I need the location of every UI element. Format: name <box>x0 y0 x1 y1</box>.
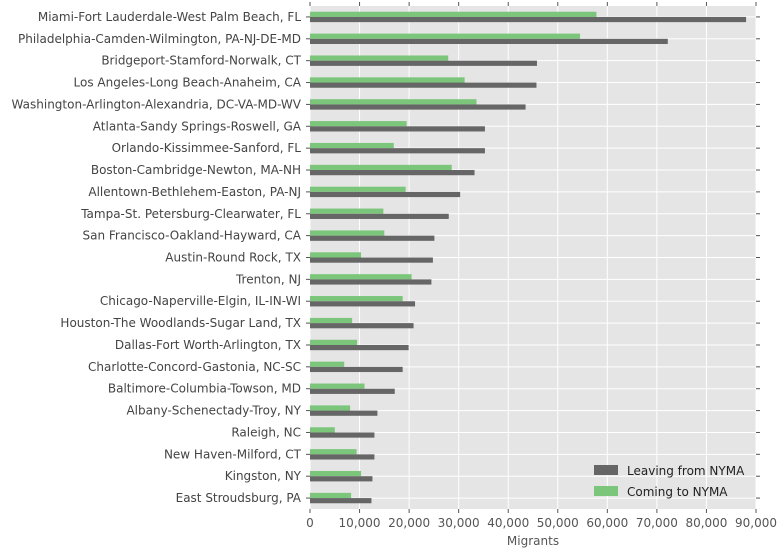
bar-leaving-from-nyma <box>310 170 475 176</box>
category-label: New Haven-Milford, CT <box>164 447 302 461</box>
bar-coming-to-nyma <box>310 317 353 324</box>
x-tick-label: 50,000 <box>537 516 579 530</box>
category-label: Bridgeport-Stamford-Norwalk, CT <box>101 54 301 68</box>
bar-leaving-from-nyma <box>310 235 435 241</box>
bar-coming-to-nyma <box>310 449 357 455</box>
bar-leaving-from-nyma <box>310 191 461 198</box>
category-label: Houston-The Woodlands-Sugar Land, TX <box>60 316 301 330</box>
bar-leaving-from-nyma <box>310 410 378 416</box>
x-tick-label: 10,000 <box>339 516 381 530</box>
bar-coming-to-nyma <box>310 142 394 149</box>
bar-leaving-from-nyma <box>310 388 395 394</box>
category-label: Washington-Arlington-Alexandria, DC-VA-M… <box>12 97 302 111</box>
bar-coming-to-nyma <box>310 230 385 236</box>
category-label: Allentown-Bethlehem-Easton, PA-NJ <box>88 185 301 199</box>
x-axis-label: Migrants <box>507 534 559 548</box>
legend-label: Coming to NYMA <box>627 485 728 499</box>
bar-coming-to-nyma <box>310 405 351 411</box>
bar-leaving-from-nyma <box>310 213 449 219</box>
legend-swatch <box>594 465 618 475</box>
y-axis: Miami-Fort Lauderdale-West Palm Beach, F… <box>12 10 760 505</box>
bar-leaving-from-nyma <box>310 498 372 504</box>
bar-leaving-from-nyma <box>310 454 375 460</box>
x-tick-label: 90,000 <box>735 516 777 530</box>
bar-coming-to-nyma <box>310 164 452 171</box>
bar-leaving-from-nyma <box>310 366 403 373</box>
category-label: Charlotte-Concord-Gastonia, NC-SC <box>88 360 301 374</box>
bar-leaving-from-nyma <box>310 279 432 285</box>
bar-coming-to-nyma <box>310 99 477 105</box>
category-label: Los Angeles-Long Beach-Anaheim, CA <box>74 76 302 90</box>
bar-leaving-from-nyma <box>310 476 373 482</box>
x-tick-label: 30,000 <box>438 516 480 530</box>
bars-group <box>310 11 747 504</box>
category-label: Baltimore-Columbia-Towson, MD <box>108 382 301 396</box>
x-tick-label: 60,000 <box>586 516 628 530</box>
bar-coming-to-nyma <box>310 427 335 433</box>
bar-leaving-from-nyma <box>310 126 485 132</box>
bar-coming-to-nyma <box>310 339 358 345</box>
x-tick-label: 0 <box>306 516 314 530</box>
bar-coming-to-nyma <box>310 55 449 61</box>
bar-leaving-from-nyma <box>310 432 375 438</box>
category-label: Raleigh, NC <box>231 425 301 439</box>
category-label: Orlando-Kissimmee-Sanford, FL <box>112 141 302 155</box>
bar-coming-to-nyma <box>310 121 407 127</box>
bar-leaving-from-nyma <box>310 104 526 110</box>
bar-leaving-from-nyma <box>310 257 433 263</box>
category-label: Chicago-Naperville-Elgin, IL-IN-WI <box>100 294 301 308</box>
category-label: Dallas-Fort Worth-Arlington, TX <box>115 338 301 352</box>
category-label: Atlanta-Sandy Springs-Roswell, GA <box>93 119 302 133</box>
x-axis: 0 10,000 20,000 30,000 40,000 50,000 60,000 70,… <box>306 2 777 530</box>
bar-coming-to-nyma <box>310 186 406 192</box>
legend: Leaving from NYMA Coming to NYMA <box>594 464 745 499</box>
category-label: Boston-Cambridge-Newton, MA-NH <box>91 163 301 177</box>
category-label: San Francisco-Oakland-Hayward, CA <box>82 229 301 243</box>
category-label: Tampa-St. Petersburg-Clearwater, FL <box>80 207 301 221</box>
x-tick-label: 40,000 <box>487 516 529 530</box>
category-label: Philadelphia-Camden-Wilmington, PA-NJ-DE… <box>18 32 301 46</box>
bar-coming-to-nyma <box>310 11 597 17</box>
bar-coming-to-nyma <box>310 274 412 280</box>
category-label: East Stroudsburg, PA <box>176 491 302 505</box>
bar-leaving-from-nyma <box>310 301 416 307</box>
bar-coming-to-nyma <box>310 296 403 302</box>
bar-leaving-from-nyma <box>310 148 485 154</box>
bar-coming-to-nyma <box>310 492 352 499</box>
bar-leaving-from-nyma <box>310 38 668 45</box>
bar-coming-to-nyma <box>310 383 365 389</box>
category-label: Albany-Schenectady-Troy, NY <box>126 404 301 418</box>
bar-leaving-from-nyma <box>310 82 537 88</box>
bar-leaving-from-nyma <box>310 344 409 351</box>
bar-leaving-from-nyma <box>310 323 414 329</box>
bar-coming-to-nyma <box>310 77 465 83</box>
bar-coming-to-nyma <box>310 361 345 367</box>
bar-coming-to-nyma <box>310 33 581 39</box>
bar-leaving-from-nyma <box>310 60 537 66</box>
bar-coming-to-nyma <box>310 252 362 258</box>
x-tick-label: 70,000 <box>636 516 678 530</box>
bar-coming-to-nyma <box>310 470 362 477</box>
category-label: Trenton, NJ <box>235 272 301 286</box>
x-tick-label: 80,000 <box>685 516 727 530</box>
legend-label: Leaving from NYMA <box>627 464 745 478</box>
category-label: Miami-Fort Lauderdale-West Palm Beach, F… <box>38 10 301 24</box>
bar-coming-to-nyma <box>310 208 384 214</box>
x-tick-label: 20,000 <box>388 516 430 530</box>
legend-swatch <box>594 486 618 496</box>
bar-leaving-from-nyma <box>310 16 747 23</box>
category-label: Kingston, NY <box>225 469 302 483</box>
category-label: Austin-Round Rock, TX <box>165 251 301 265</box>
